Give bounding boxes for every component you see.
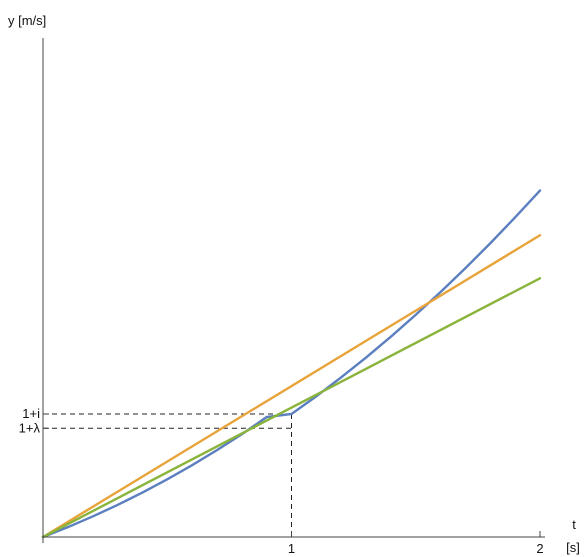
series-line-2: [41, 277, 542, 539]
y-mark-label-1: 1+λ: [19, 420, 41, 435]
x-tick-label-1: 2: [536, 541, 543, 556]
axes: [42, 38, 545, 538]
x-tick-label-0: 1: [288, 541, 295, 556]
x-axis-label: t: [572, 517, 576, 532]
series-line-1: [41, 234, 542, 539]
ticks: 1 2 1+i1+λ: [19, 406, 544, 556]
y-mark-label-0: 1+i: [22, 406, 40, 421]
y-axis-label: y [m/s]: [8, 13, 46, 28]
series-line-0: [41, 189, 542, 539]
series-lines: [41, 189, 542, 539]
x-axis-unit: [s]: [566, 540, 580, 555]
